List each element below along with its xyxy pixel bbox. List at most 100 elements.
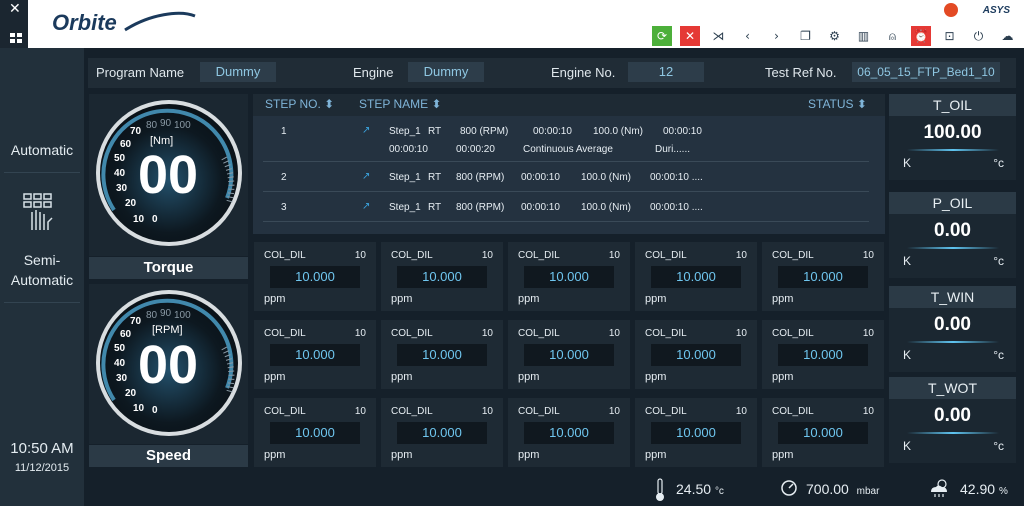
- col-dil-tile[interactable]: COL_DIL 10 10.000 ppm: [635, 242, 757, 311]
- step-name-header[interactable]: STEP NAME ⬍: [359, 97, 442, 111]
- tile-value: 10.000: [397, 266, 487, 288]
- cloud-icon[interactable]: ☁: [1001, 29, 1014, 43]
- mode-automatic[interactable]: Automatic: [10, 142, 74, 158]
- torque-tick-zero: 0: [152, 214, 158, 225]
- tile-count: 10: [481, 250, 493, 261]
- tile-unit: ppm: [772, 449, 794, 461]
- speed-unit: [RPM]: [152, 324, 183, 336]
- open-link-icon[interactable]: ↗: [362, 171, 371, 182]
- prev-icon[interactable]: ‹: [745, 29, 750, 43]
- open-link-icon[interactable]: ↗: [362, 201, 371, 212]
- t-wot-title: T_WOT: [889, 377, 1016, 399]
- col-dil-tile[interactable]: COL_DIL 10 10.000 ppm: [254, 398, 376, 467]
- tile-name: COL_DIL: [391, 406, 433, 417]
- steps-body: [253, 116, 885, 234]
- speed-tick: 20: [125, 388, 137, 399]
- speed-tick: 100: [174, 310, 191, 321]
- t-oil-panel: T_OIL 100.00 K °c: [889, 94, 1016, 180]
- tile-name: COL_DIL: [391, 250, 433, 261]
- engine-field[interactable]: Dummy: [408, 62, 484, 82]
- speed-tick: 70: [130, 316, 142, 327]
- col-dil-tile[interactable]: COL_DIL 10 10.000 ppm: [762, 320, 884, 389]
- mode-semi-line2[interactable]: Automatic: [10, 272, 74, 288]
- table-row[interactable]: 3 ↗ Step_1 RT 800 (RPM) 00:00:10 100.0 (…: [263, 192, 869, 222]
- engine-label: Engine: [353, 65, 394, 80]
- table-row[interactable]: 2 ↗ Step_1 RT 800 (RPM) 00:00:10 100.0 (…: [263, 162, 869, 192]
- col-dil-tile[interactable]: COL_DIL 10 10.000 ppm: [508, 320, 630, 389]
- col-dil-tile[interactable]: COL_DIL 10 10.000 ppm: [635, 320, 757, 389]
- windows-icon[interactable]: ❐: [800, 29, 811, 43]
- sort-icon[interactable]: ⬍: [856, 97, 867, 111]
- speed-tick-zero: 0: [152, 405, 158, 416]
- col-dil-tile[interactable]: COL_DIL 10 10.000 ppm: [635, 398, 757, 467]
- unit-k: K: [903, 156, 912, 170]
- t-oil-title: T_OIL: [889, 94, 1016, 116]
- unit-c: °c: [993, 439, 1004, 453]
- tile-unit: ppm: [518, 293, 540, 305]
- tile-count: 10: [735, 406, 747, 417]
- sort-icon[interactable]: ⬍: [324, 97, 335, 111]
- tile-count: 10: [608, 250, 620, 261]
- col-dil-tile[interactable]: COL_DIL 10 10.000 ppm: [762, 242, 884, 311]
- close-icon[interactable]: ✕: [9, 1, 21, 17]
- t-win-title: T_WIN: [889, 286, 1016, 308]
- settings-icon[interactable]: ⚙: [829, 29, 840, 43]
- speed-tick: 80: [146, 310, 158, 321]
- col-dil-tile[interactable]: COL_DIL 10 10.000 ppm: [508, 242, 630, 311]
- col-dil-tile[interactable]: COL_DIL 10 10.000 ppm: [762, 398, 884, 467]
- tile-unit: ppm: [264, 293, 286, 305]
- test-ref-field[interactable]: 06_05_15_FTP_Bed1_10: [852, 62, 1000, 82]
- header-bar: Program Name Dummy Engine Dummy Engine N…: [88, 58, 1016, 88]
- sort-icon[interactable]: ⬍: [431, 97, 442, 111]
- tile-unit: ppm: [518, 449, 540, 461]
- col-dil-tile[interactable]: COL_DIL 10 10.000 ppm: [381, 242, 503, 311]
- divider: [4, 172, 80, 173]
- arrows-in-icon[interactable]: ⋊: [712, 29, 725, 43]
- menu-grid-icon[interactable]: [10, 33, 22, 43]
- value-underline: [907, 341, 999, 343]
- col-dil-tile[interactable]: COL_DIL 10 10.000 ppm: [381, 398, 503, 467]
- tile-value: 10.000: [397, 344, 487, 366]
- power-icon[interactable]: ⏻: [973, 28, 984, 43]
- tile-count: 10: [354, 406, 366, 417]
- humidity-reading: 42.90 %: [960, 481, 1008, 497]
- sidebar: Automatic Semi- Automatic 10:50 AM 11/12…: [0, 48, 84, 506]
- tile-name: COL_DIL: [518, 406, 560, 417]
- status-header[interactable]: STATUS ⬍: [808, 97, 867, 111]
- col-dil-tile[interactable]: COL_DIL 10 10.000 ppm: [254, 320, 376, 389]
- next-icon[interactable]: ›: [774, 29, 779, 43]
- torque-tick: 50: [114, 153, 126, 164]
- unit-k: K: [903, 439, 912, 453]
- tile-count: 10: [735, 250, 747, 261]
- value-underline: [907, 247, 999, 249]
- col-dil-tile[interactable]: COL_DIL 10 10.000 ppm: [254, 242, 376, 311]
- tile-unit: ppm: [772, 293, 794, 305]
- thermometer-icon: [656, 478, 664, 501]
- table-row[interactable]: 1 ↗ Step_1 RT 800 (RPM) 00:00:10 100.0 (…: [263, 116, 869, 162]
- tile-count: 10: [608, 328, 620, 339]
- mode-semi-line1[interactable]: Semi-: [23, 252, 61, 268]
- hand-touch-icon[interactable]: [22, 192, 60, 232]
- unit-c: °c: [993, 156, 1004, 170]
- unit-c: °c: [993, 254, 1004, 268]
- refresh-icon[interactable]: ⟳: [652, 26, 672, 46]
- torque-tick: 20: [125, 198, 137, 209]
- stop-icon[interactable]: ✕: [680, 26, 700, 46]
- lock-icon[interactable]: ⊡: [944, 29, 955, 43]
- alarm-icon[interactable]: ⏰: [911, 26, 931, 46]
- tile-value: 10.000: [651, 422, 741, 444]
- engine-no-field[interactable]: 12: [628, 62, 704, 82]
- step-no-header[interactable]: STEP NO. ⬍: [265, 97, 335, 111]
- user-icon[interactable]: ⍝: [888, 28, 897, 43]
- col-dil-tile[interactable]: COL_DIL 10 10.000 ppm: [508, 398, 630, 467]
- logo: [30, 0, 230, 48]
- columns-icon[interactable]: ▥: [857, 29, 870, 43]
- unit-c: °c: [993, 348, 1004, 362]
- program-name-field[interactable]: Dummy: [200, 62, 276, 82]
- tile-value: 10.000: [270, 344, 360, 366]
- open-link-icon[interactable]: ↗: [362, 125, 371, 136]
- tile-value: 10.000: [524, 266, 614, 288]
- logo-text: Orbite: [52, 10, 117, 35]
- tile-count: 10: [735, 328, 747, 339]
- col-dil-tile[interactable]: COL_DIL 10 10.000 ppm: [381, 320, 503, 389]
